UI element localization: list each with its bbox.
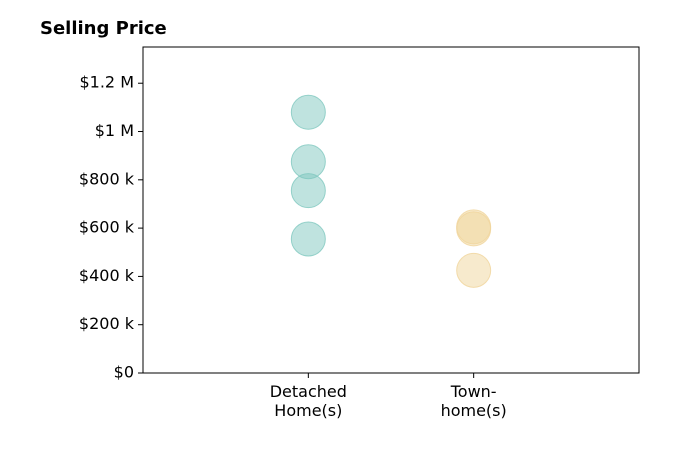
y-tick-label: $1 M <box>95 121 134 140</box>
point <box>456 211 492 247</box>
plot-frame <box>142 46 640 374</box>
y-tick-label: $1.2 M <box>79 73 134 92</box>
y-tick-label: $800 k <box>79 169 135 188</box>
y-tick-label: $600 k <box>79 218 135 237</box>
y-tick-label: $400 k <box>79 266 135 285</box>
point <box>456 252 492 288</box>
point <box>290 94 326 130</box>
x-tick-label: Town- home(s) <box>440 382 507 420</box>
x-tick-label: Detached Home(s) <box>269 382 347 420</box>
point <box>290 221 326 257</box>
y-tick-label: $0 <box>114 363 134 382</box>
y-tick-label: $200 k <box>79 314 135 333</box>
chart-title: Selling Price <box>40 18 167 39</box>
point <box>290 173 326 209</box>
